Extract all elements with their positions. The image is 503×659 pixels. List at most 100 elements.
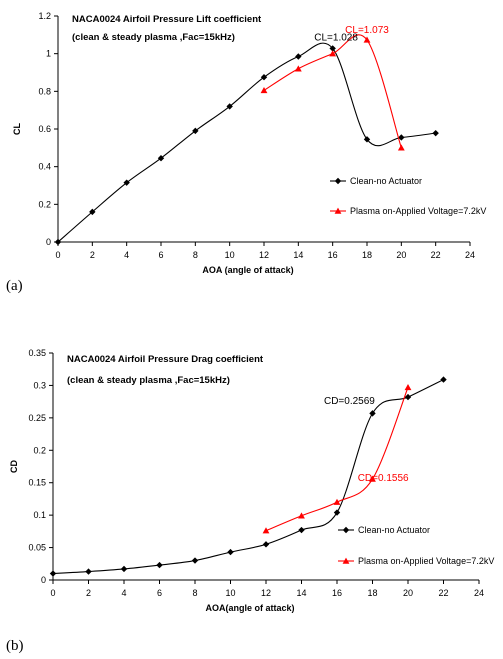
data-point-clean — [156, 561, 163, 569]
x-tick-label: 16 — [332, 588, 342, 598]
y-tick-label: 0 — [46, 237, 51, 247]
x-tick-label: 0 — [50, 588, 55, 598]
data-point-clean — [260, 74, 268, 81]
data-point-clean — [440, 376, 447, 383]
y-tick-label: 0.3 — [33, 380, 46, 390]
x-tick-label: 16 — [328, 250, 338, 260]
x-tick-label: 22 — [438, 588, 448, 598]
x-tick-label: 2 — [90, 250, 95, 260]
data-point-plasma — [369, 475, 376, 482]
y-tick-label: 0.25 — [28, 413, 46, 423]
x-tick-label: 4 — [124, 250, 129, 260]
annotation: CD=0.2569 — [324, 396, 375, 407]
x-tick-label: 6 — [157, 588, 162, 598]
y-tick-label: 0.4 — [38, 162, 51, 172]
y-tick-label: 0.2 — [38, 199, 51, 209]
x-tick-label: 14 — [293, 250, 303, 260]
annotation: CL=1.073 — [345, 25, 389, 36]
y-tick-label: 0.2 — [33, 445, 46, 455]
data-point-clean — [295, 53, 302, 60]
y-tick-label: 0 — [41, 575, 46, 585]
chart-lift-coefficient: 00.20.40.60.811.20 2 4 6 8 10 12 14 16 18 20 22 24AO… — [6, 11, 486, 294]
series-line-plasma — [265, 387, 409, 532]
legend-entry: Clean-no Actuator — [358, 525, 430, 535]
data-point-plasma — [363, 36, 371, 43]
legend-entry: Plasma on-Applied Voltage=7.2kV — [350, 206, 486, 216]
chart-title: NACA0024 Airfoil Pressure Drag coefficie… — [67, 354, 264, 365]
data-point-clean — [398, 134, 405, 141]
x-tick-label: 10 — [225, 588, 235, 598]
legend-marker — [334, 177, 342, 185]
data-point-plasma — [404, 383, 412, 391]
annotation: CL=1.028 — [314, 32, 358, 43]
y-tick-label: 0.05 — [28, 543, 46, 553]
data-point-clean — [363, 136, 371, 143]
x-tick-label: 12 — [261, 588, 271, 598]
data-point-clean — [123, 179, 130, 186]
data-point-clean — [329, 45, 336, 52]
legend-marker — [342, 557, 350, 564]
x-tick-label: 18 — [367, 588, 377, 598]
y-tick-label: 0.6 — [38, 124, 51, 134]
data-point-plasma — [397, 144, 405, 151]
data-point-clean — [432, 129, 439, 137]
data-point-clean — [192, 127, 199, 135]
x-axis-label: AOA(angle of attack) — [205, 603, 294, 613]
x-tick-label: 22 — [431, 250, 441, 260]
chart-title: NACA0024 Airfoil Pressure Lift coefficie… — [72, 14, 262, 25]
data-point-clean — [157, 154, 165, 162]
y-axis-label: CD — [9, 460, 19, 473]
x-tick-label: 4 — [121, 588, 126, 598]
x-tick-label: 6 — [158, 250, 163, 260]
data-point-clean — [369, 410, 376, 417]
data-point-plasma — [260, 86, 268, 94]
data-point-plasma — [294, 65, 302, 72]
annotation: CD=0.1556 — [358, 473, 409, 484]
x-tick-label: 18 — [362, 250, 372, 260]
y-tick-label: 0.35 — [28, 348, 46, 358]
data-point-plasma — [333, 498, 341, 505]
data-point-clean — [333, 509, 341, 516]
x-axis-label: AOA (angle of attack) — [202, 265, 293, 275]
x-tick-label: 24 — [474, 588, 484, 598]
data-point-clean — [191, 557, 199, 564]
x-tick-label: 20 — [396, 250, 406, 260]
data-point-clean — [298, 526, 305, 534]
x-tick-label: 8 — [193, 250, 198, 260]
x-tick-label: 2 — [86, 588, 91, 598]
y-tick-label: 0.1 — [33, 510, 46, 520]
series-line-plasma — [263, 34, 402, 148]
panel-label: (b) — [6, 638, 24, 654]
y-axis-label: CL — [12, 123, 22, 135]
data-point-clean — [54, 238, 62, 246]
y-tick-label: 1.2 — [38, 11, 51, 21]
x-tick-label: 24 — [465, 250, 475, 260]
y-tick-label: 0.15 — [28, 478, 46, 488]
data-point-clean — [89, 208, 96, 216]
y-tick-label: 1 — [46, 49, 51, 59]
data-point-plasma — [262, 527, 270, 534]
x-tick-label: 20 — [403, 588, 413, 598]
chart-drag-coefficient: 00.050.10.150.20.250.30.350 2 4 6 8 10 12 14 16 1… — [6, 348, 494, 654]
panel-label: (a) — [6, 278, 23, 294]
x-tick-label: 12 — [259, 250, 269, 260]
data-point-plasma — [298, 512, 305, 519]
y-tick-label: 0.8 — [38, 86, 51, 96]
x-tick-label: 0 — [55, 250, 60, 260]
x-tick-label: 14 — [296, 588, 306, 598]
chart-subtitle: (clean & steady plasma ,Fac=15kHz) — [72, 32, 235, 43]
x-tick-label: 8 — [192, 588, 197, 598]
chart-subtitle: (clean & steady plasma ,Fac=15kHz) — [67, 375, 230, 386]
data-point-clean — [49, 570, 57, 577]
data-point-clean — [85, 568, 92, 575]
data-point-clean — [404, 393, 412, 401]
legend-entry: Clean-no Actuator — [350, 176, 422, 186]
legend-marker — [342, 526, 350, 534]
data-point-plasma — [329, 50, 337, 57]
x-tick-label: 10 — [225, 250, 235, 260]
data-point-clean — [226, 103, 233, 110]
legend-marker — [334, 207, 342, 214]
data-point-clean — [262, 541, 270, 548]
data-point-clean — [120, 565, 128, 573]
